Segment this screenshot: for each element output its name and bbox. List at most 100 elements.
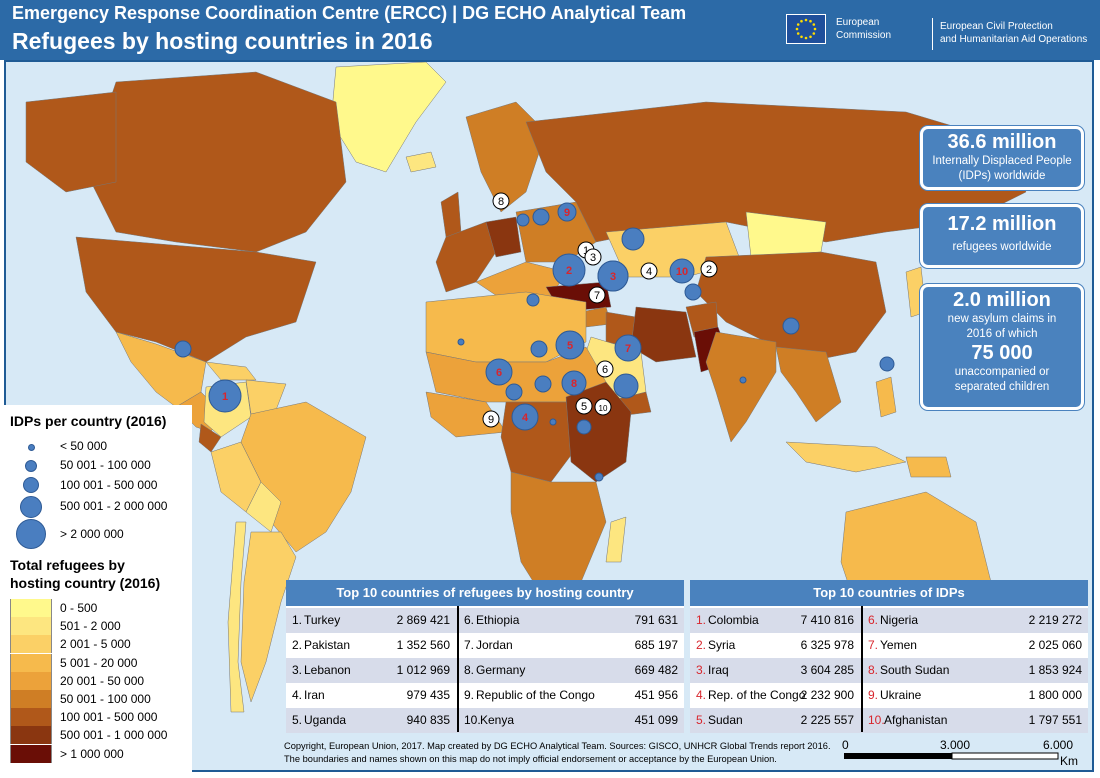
refugee-legend-label-6: 50 001 - 100 000 [60,692,151,706]
children-desc-1: unaccompanied or [954,366,1050,378]
country-name: Ukraine [880,688,922,702]
idp-total-value: 36.6 million [947,131,1057,153]
country-value: 1 853 924 [1028,663,1082,677]
idp-bubble-central-america [174,340,192,358]
country-value: 1 800 000 [1028,688,1082,702]
rank-number: 6. [464,613,475,627]
country-png [905,456,952,478]
rank-number: 5. [696,713,707,727]
rank-number: 8. [868,663,879,677]
rank-number: 3. [696,663,707,677]
refugee-legend-label-5: 20 001 - 50 000 [60,673,145,688]
scale-tick-2: 6.000 [1043,738,1073,752]
country-chile [227,521,247,713]
map-legend: IDPs per country (2016) < 50 000 50 001 … [4,405,192,772]
refugee-rank-marker-3: 3 [584,248,602,266]
country-iceland [405,151,437,173]
rank-number: 1. [292,613,303,627]
refugee-legend-label-1: 0 - 500 [60,601,98,615]
idp-legend-label-4: 500 001 - 2 000 000 [60,499,168,513]
svg-text:4: 4 [646,266,652,278]
country-canada [85,71,347,253]
idp-legend-label-1: < 50 000 [60,439,108,453]
idp-rank-marker-10: 10 [676,266,688,278]
refugee-legend-label-7: 100 001 - 500 000 [60,710,158,725]
country-value: 2 025 060 [1028,638,1082,652]
country-value: 1 012 969 [396,663,450,677]
idp-bubble-yemen [614,334,642,362]
children-desc-2: separated children [954,381,1050,393]
ec-line-2: Commission [836,30,892,41]
idp-bubble-libya [526,293,540,307]
country-name: Kenya [480,713,515,727]
table-row: 3. Lebanon 1 012 969 8. Germany 669 482 [286,658,684,683]
table-row: 1. Turkey 2 869 421 6. Ethiopia 791 631 [286,608,684,633]
idp-legend-bubble-1 [28,444,35,451]
idp-bubble-central-african-rep [530,340,548,358]
country-russia [525,101,1027,243]
idp-rank-marker-1: 1 [222,391,228,403]
idp-rank-marker-3: 3 [610,271,616,283]
refugee-top10-table: Top 10 countries of refugees by hosting … [286,580,684,733]
idp-total-desc-2: (IDPs) worldwide [958,170,1046,182]
country-bolivia [245,481,282,533]
idp-bubble-png [739,376,747,384]
country-name: Jordan [476,638,513,652]
asylum-total-value: 2.0 million [953,289,1051,311]
refugee-rank-marker-2: 2 [700,260,718,278]
refugee-legend-swatch-1 [10,599,52,617]
idp-total-box: 36.6 million Internally Displaced People… [920,126,1084,190]
table-column-divider [861,606,863,732]
asylum-desc-1: new asylum claims in [947,313,1057,325]
idp-bubble-colombia [208,379,242,413]
country-usa [75,236,317,363]
refugee-legend-swatch-2 [10,617,52,636]
country-name: Yemen [880,638,917,652]
refugee-legend-label-9: > 1 000 000 [60,746,124,761]
copyright-line-1: Copyright, European Union, 2017. Map cre… [284,741,831,751]
rank-number: 3. [292,663,303,677]
rank-number: 7. [868,638,879,652]
country-value: 791 631 [634,613,678,627]
copyright-notice: Copyright, European Union, 2017. Map cre… [284,740,831,766]
refugee-legend-label-2: 501 - 2 000 [60,619,121,634]
country-value: 1 352 560 [396,638,450,652]
page-title: Refugees by hosting countries in 2016 [12,28,433,54]
logo-divider [932,18,933,50]
ec-line-1: European [836,17,880,28]
country-philippines [875,376,897,418]
rank-number: 7. [464,638,475,652]
idp-rank-marker-4: 4 [522,412,529,424]
refugee-rank-marker-4: 4 [640,262,658,280]
country-value: 2 232 900 [800,688,854,702]
idp-bubble-burundi [576,419,592,435]
idp-bubble-cameroon [505,383,523,401]
svg-text:10: 10 [599,404,608,413]
country-argentina [240,531,297,703]
idp-bubble-caucasus [621,227,645,251]
rank-number: 1. [696,613,707,627]
country-name: Republic of the Congo [476,688,595,702]
rank-number: 6. [868,613,879,627]
asylum-box: 2.0 million new asylum claims in 2016 of… [920,284,1084,410]
country-name: Nigeria [880,613,919,627]
header-bar: Emergency Response Coordination Centre (… [0,0,1100,60]
country-alaska [25,91,117,193]
idp-bubble-sudan [555,330,585,360]
children-total-value: 75 000 [971,342,1033,364]
table-row: 4. Rep. of the Congo 2 232 900 9. Ukraine 1 8… [690,683,1088,708]
refugee-total-box: 17.2 million refugees worldwide [920,204,1084,268]
refugee-rank-marker-8: 8 [492,192,510,210]
country-name: Iraq [708,663,729,677]
country-name: Lebanon [304,663,351,677]
country-name: Iran [304,688,325,702]
rank-number: 4. [292,688,303,702]
country-value: 2 869 421 [396,613,450,627]
country-value: 451 956 [634,688,678,702]
idp-legend-label-3: 100 001 - 500 000 [60,478,158,492]
scale-segment-2 [951,752,1059,760]
idp-bubble-drc [511,403,539,431]
country-name: South Sudan [880,663,950,677]
idp-top10-table: Top 10 countries of IDPs 1. Colombia 7 410… [690,580,1088,733]
idp-legend-title: IDPs per country (2016) [10,413,167,429]
